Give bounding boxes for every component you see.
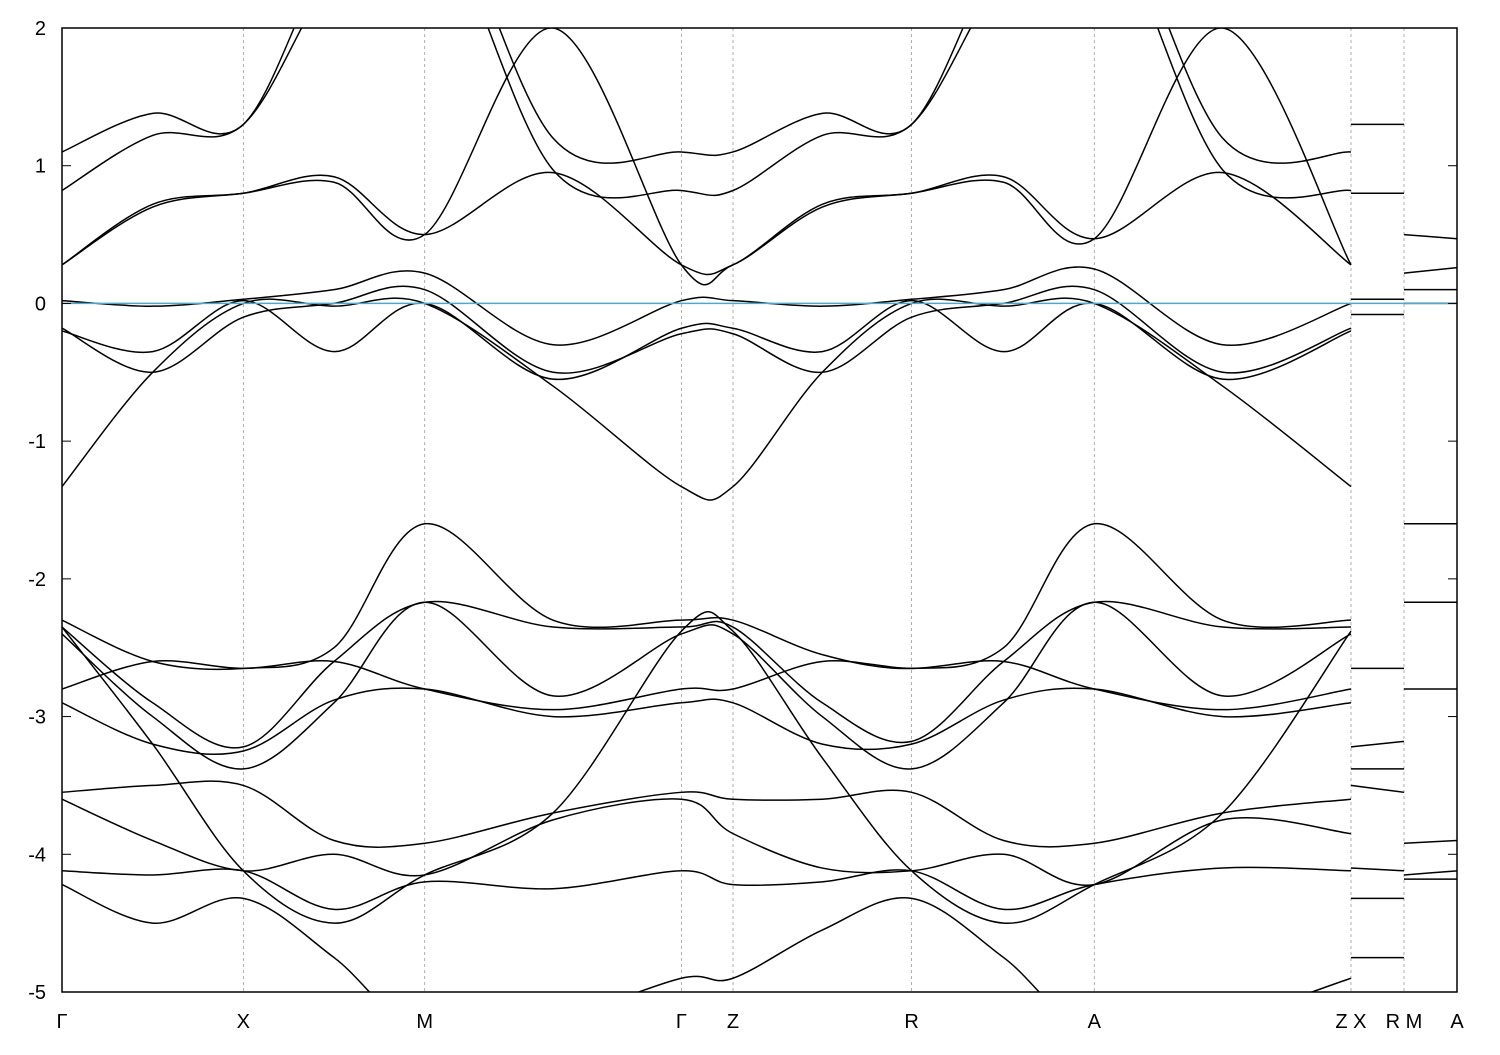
labels: -5 -4 -3 -2 -1 0 1 2 Γ X M Γ Z R A Z X R M A — [28, 18, 1464, 1033]
plot-frame — [61, 27, 1458, 993]
x-tick-label: X — [237, 1011, 250, 1033]
y-tick-label: -3 — [28, 707, 46, 729]
x-tick-label: M — [416, 1011, 433, 1033]
band-line — [62, 883, 1352, 992]
x-tick-label: R — [904, 1011, 918, 1033]
band-line — [62, 266, 1352, 347]
x-tick-label: A — [1450, 1011, 1464, 1033]
band-line — [62, 28, 1457, 240]
x-tick-label: R M — [1386, 1011, 1423, 1033]
band-line — [62, 611, 1352, 924]
band-line — [62, 28, 1457, 274]
y-tick-label: -1 — [28, 431, 46, 453]
band-line — [62, 601, 1457, 770]
x-tick-label: Z — [727, 1011, 739, 1033]
x-tick-label: Γ — [56, 1011, 67, 1033]
band-line — [62, 523, 1457, 671]
y-tick-label: -4 — [28, 844, 46, 866]
x-tick-label: A — [1088, 1011, 1102, 1033]
band-line — [62, 285, 1352, 374]
band-line — [62, 687, 1457, 876]
y-tick-label: -5 — [28, 982, 46, 1004]
x-tick-label: Γ — [676, 1011, 687, 1033]
x-tick-label: Z X — [1335, 1011, 1366, 1033]
y-tick-label: 1 — [35, 156, 46, 178]
band-line — [62, 780, 1457, 900]
y-tick-label: -2 — [28, 569, 46, 591]
y-tick-label: 2 — [35, 18, 46, 40]
y-tick-label: 0 — [35, 293, 46, 315]
bands — [62, 28, 1457, 992]
